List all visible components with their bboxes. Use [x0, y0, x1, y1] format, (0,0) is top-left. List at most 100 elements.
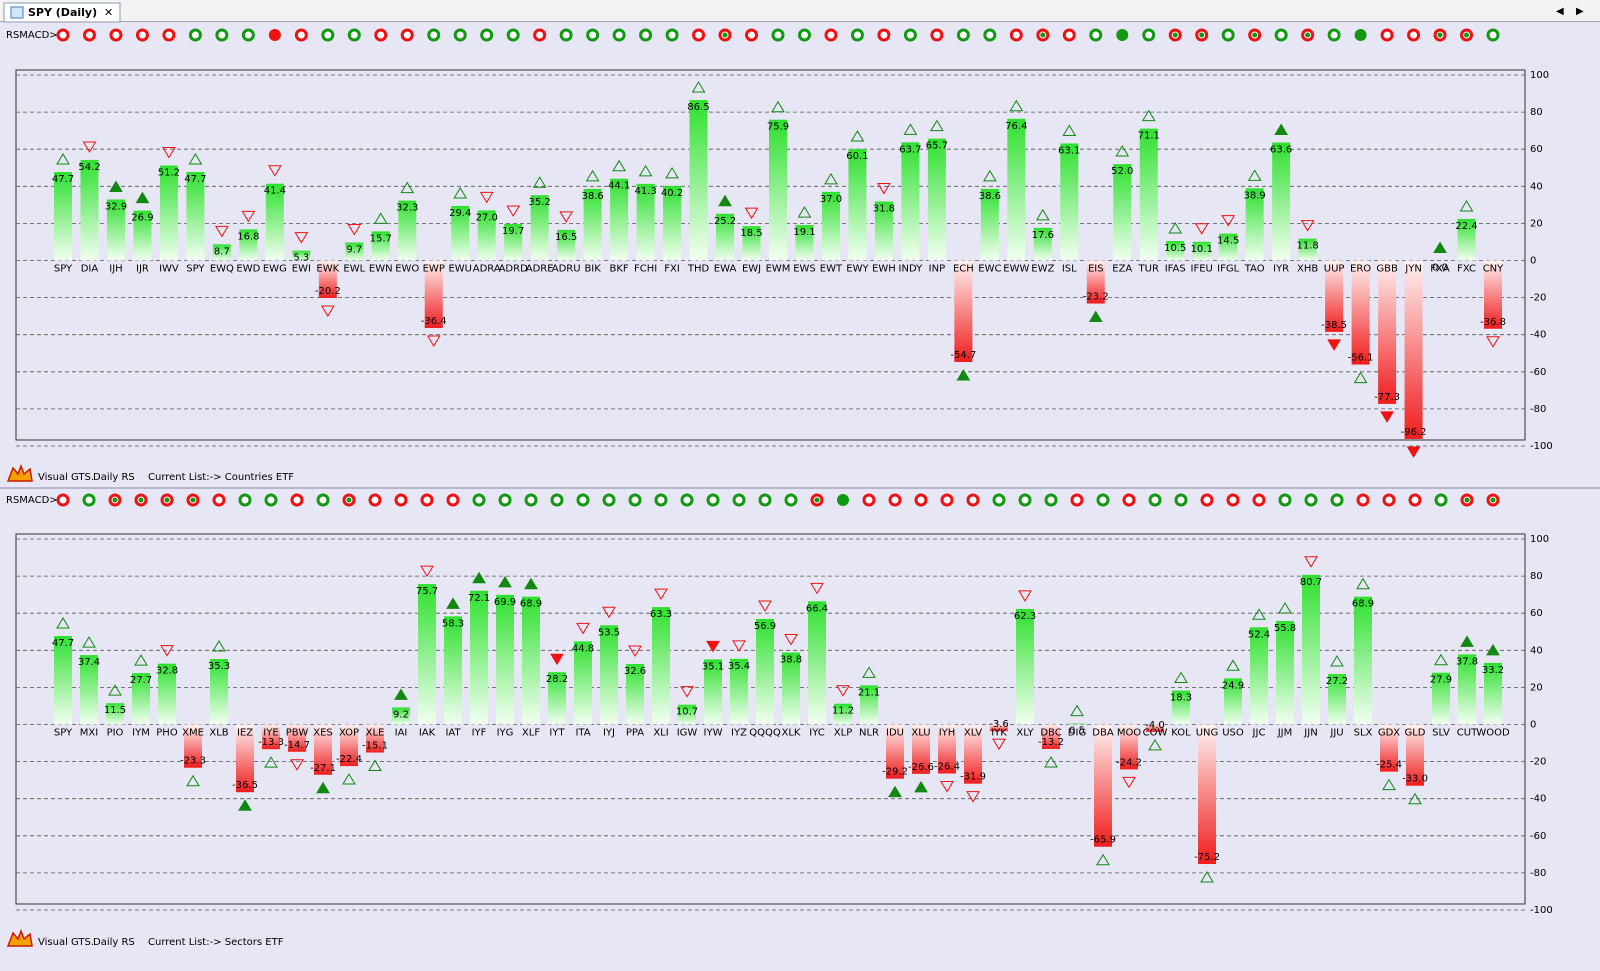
category-label: TUR — [1138, 264, 1159, 275]
bar — [886, 724, 904, 779]
signal — [215, 28, 229, 42]
bar — [1068, 723, 1086, 725]
bar — [54, 636, 72, 725]
value-label: -4.0 — [1145, 720, 1165, 731]
signal-marker — [1304, 556, 1318, 568]
value-label: -27.1 — [310, 763, 336, 774]
value-label: 55.8 — [1274, 623, 1296, 634]
signal-marker — [420, 565, 434, 578]
category-label: ISL — [1062, 264, 1077, 275]
bar — [345, 242, 364, 261]
bar — [186, 172, 205, 261]
signal — [1330, 493, 1344, 507]
bar — [1120, 724, 1138, 770]
bar — [54, 172, 72, 261]
y-tick-label: 60 — [1530, 608, 1543, 619]
value-label: 40.2 — [661, 188, 683, 199]
footer-app: Visual GTS. — [38, 472, 94, 483]
bar — [340, 724, 358, 767]
bar — [1458, 654, 1476, 725]
category-label: BKF — [610, 264, 629, 275]
category-label: EWA — [714, 264, 737, 275]
category-label: XME — [182, 728, 204, 739]
category-label: EWM — [766, 264, 791, 275]
y-tick-label: 20 — [1530, 218, 1543, 229]
signal — [1274, 28, 1288, 42]
bar — [1060, 143, 1079, 261]
bar — [848, 149, 867, 261]
signal — [420, 493, 434, 507]
signal — [930, 28, 944, 42]
signal — [665, 28, 679, 42]
signal-marker — [850, 130, 865, 142]
signal-marker — [1200, 871, 1214, 883]
bar — [1404, 260, 1423, 439]
signal-marker — [524, 577, 538, 590]
value-label: -24.2 — [1116, 757, 1142, 768]
category-label: IYC — [809, 728, 825, 739]
signal-marker — [559, 211, 574, 223]
category-label: ADRA — [473, 264, 501, 275]
value-label: 86.5 — [687, 102, 709, 113]
category-label: CUT — [1457, 728, 1478, 739]
bar — [652, 607, 670, 725]
value-label: 69.9 — [494, 597, 516, 608]
category-label: EWU — [448, 264, 472, 275]
signal — [1356, 493, 1370, 507]
category-label: XES — [313, 728, 333, 739]
value-label: -3.6 — [989, 719, 1009, 730]
value-label: 27.9 — [1430, 675, 1452, 686]
signal-center — [1172, 32, 1178, 38]
y-tick-label: -40 — [1530, 330, 1546, 341]
value-label: 71.1 — [1138, 131, 1160, 142]
category-label: XLV — [964, 728, 982, 739]
value-label: 16.8 — [237, 231, 259, 242]
tab-close[interactable]: ✕ — [104, 6, 113, 19]
category-label: XLP — [834, 728, 852, 739]
signal-marker — [1460, 635, 1474, 647]
bar — [496, 594, 514, 725]
bar — [769, 119, 787, 261]
category-label: IYE — [263, 728, 278, 739]
signal-marker — [215, 225, 229, 238]
signal — [1142, 28, 1156, 42]
signal-center — [164, 497, 170, 503]
category-label: EWJ — [742, 264, 761, 275]
signal — [162, 28, 176, 42]
value-label: 14.5 — [1217, 236, 1239, 247]
value-label: 58.3 — [442, 618, 464, 629]
signal-marker — [1486, 336, 1500, 348]
value-label: 76.4 — [1005, 121, 1027, 132]
footer-list: Current List:-> Countries ETF — [148, 472, 294, 483]
value-label: 35.3 — [208, 661, 230, 672]
category-label: XLE — [366, 728, 385, 739]
category-label: JJU — [1329, 728, 1343, 739]
signal — [877, 28, 891, 42]
bar — [1432, 672, 1450, 725]
bar — [1219, 233, 1238, 261]
signal-marker — [877, 183, 891, 195]
value-label: 56.9 — [754, 621, 776, 632]
signal-marker — [241, 210, 256, 223]
signal-marker — [1062, 124, 1077, 136]
category-label: SPY — [54, 264, 73, 275]
bar — [288, 724, 306, 752]
nav-left[interactable]: ◀ — [1556, 6, 1564, 17]
bar — [398, 200, 417, 261]
signal — [1486, 28, 1500, 42]
category-label: IAK — [419, 728, 436, 739]
category-label: EWG — [263, 264, 287, 275]
signal-center — [112, 497, 118, 503]
signal — [862, 493, 876, 507]
category-label: IWV — [159, 264, 179, 275]
signal — [290, 493, 304, 507]
tab[interactable] — [3, 2, 121, 23]
value-label: 47.7 — [52, 174, 74, 185]
value-label: 38.6 — [581, 191, 603, 202]
value-label: 29.4 — [449, 208, 471, 219]
signal — [1148, 493, 1162, 507]
category-label: EWI — [292, 264, 311, 275]
nav-right[interactable]: ▶ — [1576, 6, 1584, 17]
value-label: 37.0 — [820, 194, 842, 205]
bar — [1224, 678, 1242, 725]
